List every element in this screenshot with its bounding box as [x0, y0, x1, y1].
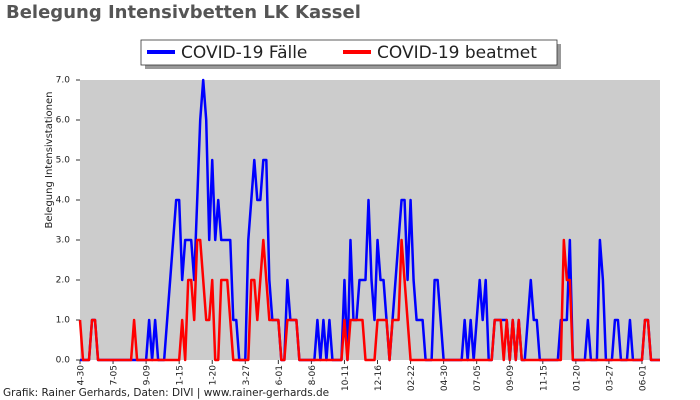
- y-tick-label: 2.0: [56, 276, 71, 286]
- legend-label: COVID-19 beatmet: [377, 43, 537, 63]
- y-tick-label: 3.0: [56, 236, 71, 246]
- y-axis-label: Belegung Intensivstationen: [44, 91, 55, 228]
- legend-label: COVID-19 Fälle: [181, 43, 307, 63]
- footer: Grafik: Rainer Gerhards, Daten: DIVI | w…: [3, 387, 329, 399]
- x-tick-label: 01-20: [209, 365, 219, 391]
- x-tick-label: 04-30: [440, 365, 450, 391]
- x-tick-label: 12-16: [374, 365, 384, 391]
- x-tick-label: 11-15: [539, 365, 549, 391]
- x-tick-label: 08-06: [308, 365, 318, 391]
- y-tick-label: 4.0: [56, 196, 71, 206]
- series-line: [78, 238, 660, 362]
- x-tick-label: 10-11: [341, 365, 351, 391]
- series-line: [80, 78, 660, 362]
- x-tick-label: 09-09: [143, 365, 153, 391]
- x-tick-label: 07-05: [473, 365, 483, 391]
- x-tick-label: 04-30: [77, 365, 87, 391]
- y-tick-label: 0.0: [56, 356, 71, 366]
- footer-bg: [0, 385, 335, 400]
- x-tick-label: 11-15: [176, 365, 186, 391]
- x-tick-label: 03-27: [605, 365, 615, 391]
- legend: [140, 39, 558, 66]
- x-tick-label: 06-01: [638, 365, 648, 391]
- y-tick-label: 6.0: [56, 116, 71, 126]
- x-tick-label: 07-05: [110, 365, 120, 391]
- y-tick-label: 5.0: [56, 156, 71, 166]
- y-tick-label: 7.0: [56, 76, 71, 86]
- y-tick-label: 1.0: [56, 316, 71, 326]
- x-tick-label: 01-20: [572, 365, 582, 391]
- x-tick-label: 02-22: [407, 365, 417, 391]
- x-tick-label: 03-27: [242, 365, 252, 391]
- x-tick-label: 06-01: [275, 365, 285, 391]
- x-tick-label: 09-09: [506, 365, 516, 391]
- chart-title: Belegung Intensivbetten LK Kassel: [6, 2, 361, 23]
